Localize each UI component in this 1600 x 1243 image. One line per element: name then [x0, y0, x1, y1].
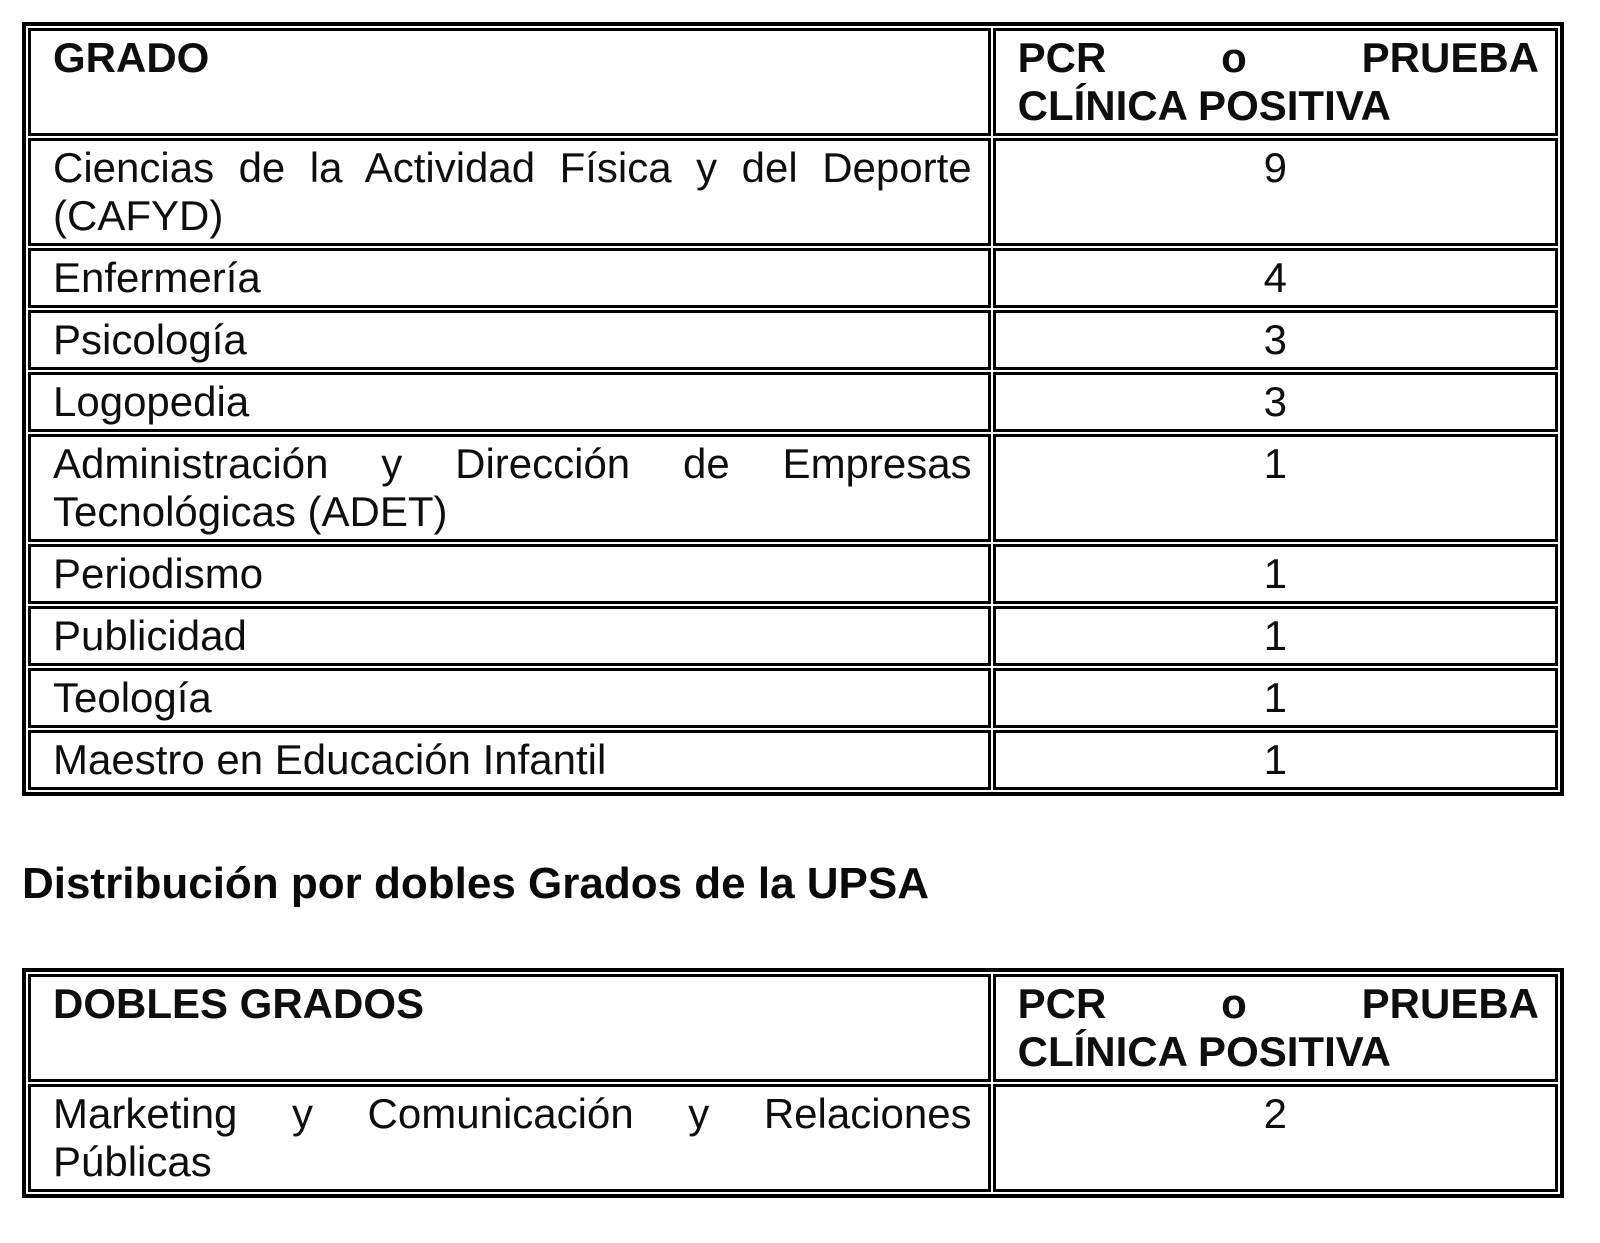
grado-header-cell: GRADO [28, 28, 991, 136]
grado-cell: Publicidad [28, 606, 991, 666]
table-row: Periodismo 1 [28, 544, 1558, 604]
grado-cell: Logopedia [28, 372, 991, 432]
table-row: Administración y Dirección de Empresas T… [28, 434, 1558, 542]
grados-header-row: GRADO PCR o PRUEBA CLÍNICA POSITIVA [28, 28, 1558, 136]
value-cell: 3 [992, 310, 1558, 370]
value-cell: 3 [992, 372, 1558, 432]
dobles-header-row: DOBLES GRADOS PCR o PRUEBA CLÍNICA POSIT… [28, 974, 1558, 1082]
pcr-header-cell: PCR o PRUEBA CLÍNICA POSITIVA [992, 28, 1558, 136]
document-body: GRADO PCR o PRUEBA CLÍNICA POSITIVA Cien… [22, 22, 1564, 1198]
table-row: Maestro en Educación Infantil 1 [28, 730, 1558, 790]
dobles-grados-table: DOBLES GRADOS PCR o PRUEBA CLÍNICA POSIT… [22, 968, 1564, 1198]
grado-cell: Ciencias de la Actividad Física y del De… [28, 138, 991, 246]
dobles-header-label: DOBLES GRADOS [53, 980, 425, 1027]
value-cell: 1 [992, 668, 1558, 728]
value-cell: 4 [992, 248, 1558, 308]
dobles-header-cell: DOBLES GRADOS [28, 974, 991, 1082]
table-row: Psicología 3 [28, 310, 1558, 370]
grado-cell: Enfermería [28, 248, 991, 308]
section-heading: Distribución por dobles Grados de la UPS… [22, 859, 930, 908]
value-cell: 1 [992, 434, 1558, 542]
pcr-header-cell: PCR o PRUEBA CLÍNICA POSITIVA [992, 974, 1558, 1082]
value-cell: 1 [992, 730, 1558, 790]
pcr-header-line1: PCR o PRUEBA [1017, 980, 1539, 1027]
table-row: Ciencias de la Actividad Física y del De… [28, 138, 1558, 246]
value-cell: 2 [992, 1084, 1558, 1192]
pcr-header-line2: CLÍNICA POSITIVA [1017, 82, 1391, 129]
value-cell: 1 [992, 606, 1558, 666]
grado-cell: Periodismo [28, 544, 991, 604]
doble-grado-cell: Marketing y Comunicación y Relaciones Pú… [28, 1084, 991, 1192]
table-row: Teología 1 [28, 668, 1558, 728]
grado-cell: Administración y Dirección de Empresas T… [28, 434, 991, 542]
table-row: Publicidad 1 [28, 606, 1558, 666]
grado-cell: Teología [28, 668, 991, 728]
pcr-header-line2: CLÍNICA POSITIVA [1017, 1028, 1391, 1075]
grados-table: GRADO PCR o PRUEBA CLÍNICA POSITIVA Cien… [22, 22, 1564, 796]
value-cell: 9 [992, 138, 1558, 246]
pcr-header-line1: PCR o PRUEBA [1017, 34, 1539, 81]
table-row: Enfermería 4 [28, 248, 1558, 308]
grado-header-label: GRADO [53, 34, 210, 81]
grado-cell: Maestro en Educación Infantil [28, 730, 991, 790]
grado-cell: Psicología [28, 310, 991, 370]
table-row: Marketing y Comunicación y Relaciones Pú… [28, 1084, 1558, 1192]
table-row: Logopedia 3 [28, 372, 1558, 432]
value-cell: 1 [992, 544, 1558, 604]
